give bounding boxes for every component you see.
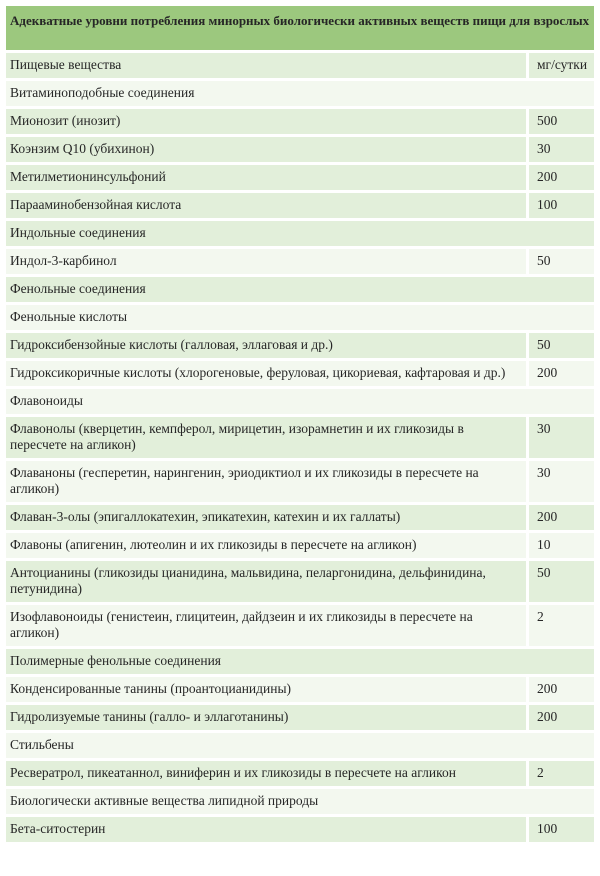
table-row: Флаван-3-олы (эпигаллокатехин, эпикатехи… bbox=[6, 505, 595, 530]
substance-cell: Флавонолы (кверцетин, кемпферол, мирицет… bbox=[6, 417, 526, 458]
table-row: Метилметионинсульфоний 200 bbox=[6, 165, 595, 190]
substance-cell: Гидролизуемые танины (галло- и эллаготан… bbox=[6, 705, 526, 730]
section-row: Витаминоподобные соединения bbox=[6, 81, 595, 106]
value-cell: 30 bbox=[529, 461, 595, 502]
value-cell: 100 bbox=[529, 817, 595, 842]
table-row: Гидролизуемые танины (галло- и эллаготан… bbox=[6, 705, 595, 730]
column-header-unit: мг/сутки bbox=[529, 53, 595, 78]
value-cell: 200 bbox=[529, 505, 595, 530]
substance-cell: Ресвератрол, пикеатаннол, виниферин и их… bbox=[6, 761, 526, 786]
nutrients-table: Адекватные уровни потребления минорных б… bbox=[3, 3, 597, 845]
table-row: Индол-3-карбинол 50 bbox=[6, 249, 595, 274]
substance-cell: Индол-3-карбинол bbox=[6, 249, 526, 274]
substance-cell: Парааминобензойная кислота bbox=[6, 193, 526, 218]
section-cell: Фенольные кислоты bbox=[6, 305, 595, 330]
section-row: Биологически активные вещества липидной … bbox=[6, 789, 595, 814]
table-row: Бета-ситостерин 100 bbox=[6, 817, 595, 842]
table-row: Парааминобензойная кислота 100 bbox=[6, 193, 595, 218]
table-row: Изофлавоноиды (генистеин, глицитеин, дай… bbox=[6, 605, 595, 646]
table-row: Конденсированные танины (проантоцианидин… bbox=[6, 677, 595, 702]
substance-cell: Мионозит (инозит) bbox=[6, 109, 526, 134]
substance-cell: Коэнзим Q10 (убихинон) bbox=[6, 137, 526, 162]
substance-cell: Метилметионинсульфоний bbox=[6, 165, 526, 190]
column-header-substance: Пищевые вещества bbox=[6, 53, 526, 78]
table-row: Антоцианины (гликозиды цианидина, мальви… bbox=[6, 561, 595, 602]
value-cell: 200 bbox=[529, 705, 595, 730]
section-row: Стильбены bbox=[6, 733, 595, 758]
value-cell: 50 bbox=[529, 249, 595, 274]
substance-cell: Бета-ситостерин bbox=[6, 817, 526, 842]
value-cell: 2 bbox=[529, 605, 595, 646]
section-cell: Биологически активные вещества липидной … bbox=[6, 789, 595, 814]
section-cell: Фенольные соединения bbox=[6, 277, 595, 302]
section-row: Флавоноиды bbox=[6, 389, 595, 414]
section-cell: Стильбены bbox=[6, 733, 595, 758]
table-row: Мионозит (инозит) 500 bbox=[6, 109, 595, 134]
substance-cell: Антоцианины (гликозиды цианидина, мальви… bbox=[6, 561, 526, 602]
substance-cell: Гидроксикоричные кислоты (хлорогеновые, … bbox=[6, 361, 526, 386]
section-cell: Витаминоподобные соединения bbox=[6, 81, 595, 106]
section-cell: Индольные соединения bbox=[6, 221, 595, 246]
table-row: Флавонолы (кверцетин, кемпферол, мирицет… bbox=[6, 417, 595, 458]
table-body: Витаминоподобные соединения Мионозит (ино… bbox=[6, 81, 595, 842]
substance-cell: Флавоны (апигенин, лютеолин и их гликози… bbox=[6, 533, 526, 558]
value-cell: 200 bbox=[529, 361, 595, 386]
substance-cell: Изофлавоноиды (генистеин, глицитеин, дай… bbox=[6, 605, 526, 646]
table-row: Гидроксикоричные кислоты (хлорогеновые, … bbox=[6, 361, 595, 386]
table-row: Коэнзим Q10 (убихинон) 30 bbox=[6, 137, 595, 162]
substance-cell: Гидроксибензойные кислоты (галловая, элл… bbox=[6, 333, 526, 358]
section-row: Индольные соединения bbox=[6, 221, 595, 246]
table-row: Флаваноны (гесперетин, нарингенин, эриод… bbox=[6, 461, 595, 502]
value-cell: 30 bbox=[529, 417, 595, 458]
table-row: Флавоны (апигенин, лютеолин и их гликози… bbox=[6, 533, 595, 558]
section-cell: Флавоноиды bbox=[6, 389, 595, 414]
section-row: Фенольные соединения bbox=[6, 277, 595, 302]
value-cell: 500 bbox=[529, 109, 595, 134]
value-cell: 10 bbox=[529, 533, 595, 558]
table-row: Гидроксибензойные кислоты (галловая, элл… bbox=[6, 333, 595, 358]
table-row: Ресвератрол, пикеатаннол, виниферин и их… bbox=[6, 761, 595, 786]
header-row: Пищевые вещества мг/сутки bbox=[6, 53, 595, 78]
section-cell: Полимерные фенольные соединения bbox=[6, 649, 595, 674]
section-row: Фенольные кислоты bbox=[6, 305, 595, 330]
value-cell: 2 bbox=[529, 761, 595, 786]
section-row: Полимерные фенольные соединения bbox=[6, 649, 595, 674]
title-row: Адекватные уровни потребления минорных б… bbox=[6, 6, 595, 50]
substance-cell: Флаваноны (гесперетин, нарингенин, эриод… bbox=[6, 461, 526, 502]
value-cell: 50 bbox=[529, 561, 595, 602]
table-title: Адекватные уровни потребления минорных б… bbox=[6, 6, 595, 50]
value-cell: 200 bbox=[529, 677, 595, 702]
value-cell: 200 bbox=[529, 165, 595, 190]
value-cell: 30 bbox=[529, 137, 595, 162]
value-cell: 50 bbox=[529, 333, 595, 358]
substance-cell: Флаван-3-олы (эпигаллокатехин, эпикатехи… bbox=[6, 505, 526, 530]
value-cell: 100 bbox=[529, 193, 595, 218]
substance-cell: Конденсированные танины (проантоцианидин… bbox=[6, 677, 526, 702]
